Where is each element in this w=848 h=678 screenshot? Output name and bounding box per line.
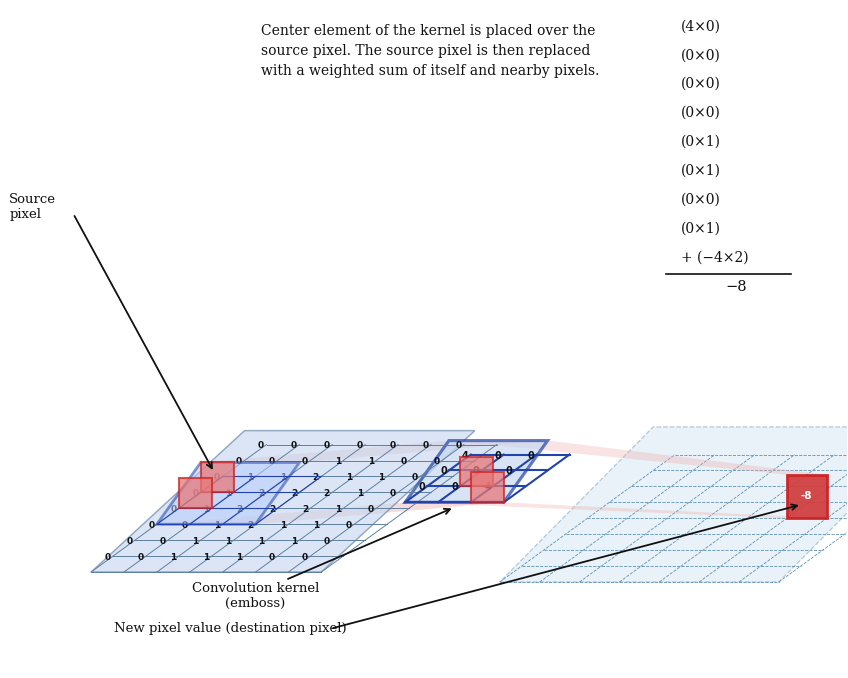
Text: Source
pixel: Source pixel [9,193,56,220]
Polygon shape [405,502,827,518]
Text: (4×0): (4×0) [681,19,721,33]
Text: 1: 1 [247,473,254,482]
Text: 1: 1 [225,537,232,546]
Text: + (−4×2): + (−4×2) [681,250,749,264]
Text: 0: 0 [440,466,447,477]
Text: 1: 1 [313,521,319,530]
Text: 2: 2 [247,521,254,530]
Text: 1: 1 [335,505,341,514]
Text: 0: 0 [258,441,264,450]
Text: 0: 0 [291,441,297,450]
Text: 1: 1 [291,537,297,546]
Text: 0: 0 [418,482,425,492]
Text: (0×1): (0×1) [681,135,721,149]
Text: 0: 0 [170,505,176,514]
Text: (0×0): (0×0) [681,193,721,207]
Text: 1: 1 [346,473,352,482]
Text: 1: 1 [357,489,363,498]
Text: 1: 1 [203,505,209,514]
Polygon shape [449,441,827,475]
Text: 0: 0 [269,457,275,466]
Text: 1: 1 [367,457,374,466]
Polygon shape [787,475,827,518]
Polygon shape [157,462,299,524]
Text: 1: 1 [280,521,286,530]
Text: 0: 0 [302,553,308,561]
Text: (0×1): (0×1) [681,163,721,178]
Text: −8: −8 [725,280,747,294]
Text: 0: 0 [368,505,374,514]
Text: New pixel value (destination pixel): New pixel value (destination pixel) [114,622,347,635]
Text: 0: 0 [236,457,243,466]
Polygon shape [157,502,504,524]
Text: (0×0): (0×0) [681,77,721,91]
Text: 2: 2 [291,489,297,498]
Text: 0: 0 [104,553,110,561]
Polygon shape [201,441,548,462]
Text: (0×0): (0×0) [681,48,721,62]
Polygon shape [179,479,212,508]
Polygon shape [499,427,848,582]
Text: 0: 0 [422,441,428,450]
Text: Center element of the kernel is placed over the
source pixel. The source pixel i: Center element of the kernel is placed o… [260,24,599,79]
Text: 0: 0 [506,466,512,477]
Text: 0: 0 [324,441,330,450]
Text: 0: 0 [346,521,352,530]
Text: 0: 0 [137,553,143,561]
Text: (0×0): (0×0) [681,106,721,120]
Text: 1: 1 [335,457,341,466]
Text: 2: 2 [258,489,265,498]
Text: 4: 4 [462,450,469,460]
Polygon shape [460,456,493,486]
Text: 1: 1 [236,553,243,561]
Text: -8: -8 [801,492,812,502]
Text: (0×1): (0×1) [681,222,721,235]
Text: 0: 0 [455,441,461,450]
Text: 0: 0 [411,473,417,482]
Polygon shape [91,431,475,572]
Text: 0: 0 [159,537,165,546]
Text: 1: 1 [378,473,385,482]
Text: 2: 2 [324,489,330,498]
Text: 1: 1 [203,553,209,561]
Text: 0: 0 [269,553,275,561]
Text: 1: 1 [170,553,176,561]
Text: 0: 0 [148,521,154,530]
Text: 1: 1 [280,473,286,482]
Text: 1: 1 [258,537,265,546]
Text: 0: 0 [302,457,308,466]
Text: 2: 2 [269,505,275,514]
Text: Convolution kernel
(emboss): Convolution kernel (emboss) [192,582,319,610]
Text: 0: 0 [357,441,363,450]
Text: 0: 0 [495,450,502,460]
Text: 0: 0 [527,450,534,460]
Text: 0: 0 [400,457,407,466]
Text: 0: 0 [192,489,198,498]
Text: 1: 1 [192,537,198,546]
Text: 0: 0 [451,482,458,492]
Text: 1: 1 [225,489,232,498]
Polygon shape [201,462,234,492]
Polygon shape [471,473,504,502]
Text: 2: 2 [302,505,308,514]
Text: 0: 0 [214,473,220,482]
Text: 0: 0 [473,466,480,477]
Text: 0: 0 [324,537,330,546]
Text: 1: 1 [214,521,220,530]
Text: 2: 2 [313,473,319,482]
Text: 0: 0 [389,441,396,450]
Text: 0: 0 [126,537,132,546]
Polygon shape [405,441,548,502]
Text: 0: 0 [181,521,187,530]
Text: 0: 0 [433,457,439,466]
Text: 2: 2 [236,505,243,514]
Text: -4: -4 [482,482,493,492]
Text: 0: 0 [389,489,396,498]
